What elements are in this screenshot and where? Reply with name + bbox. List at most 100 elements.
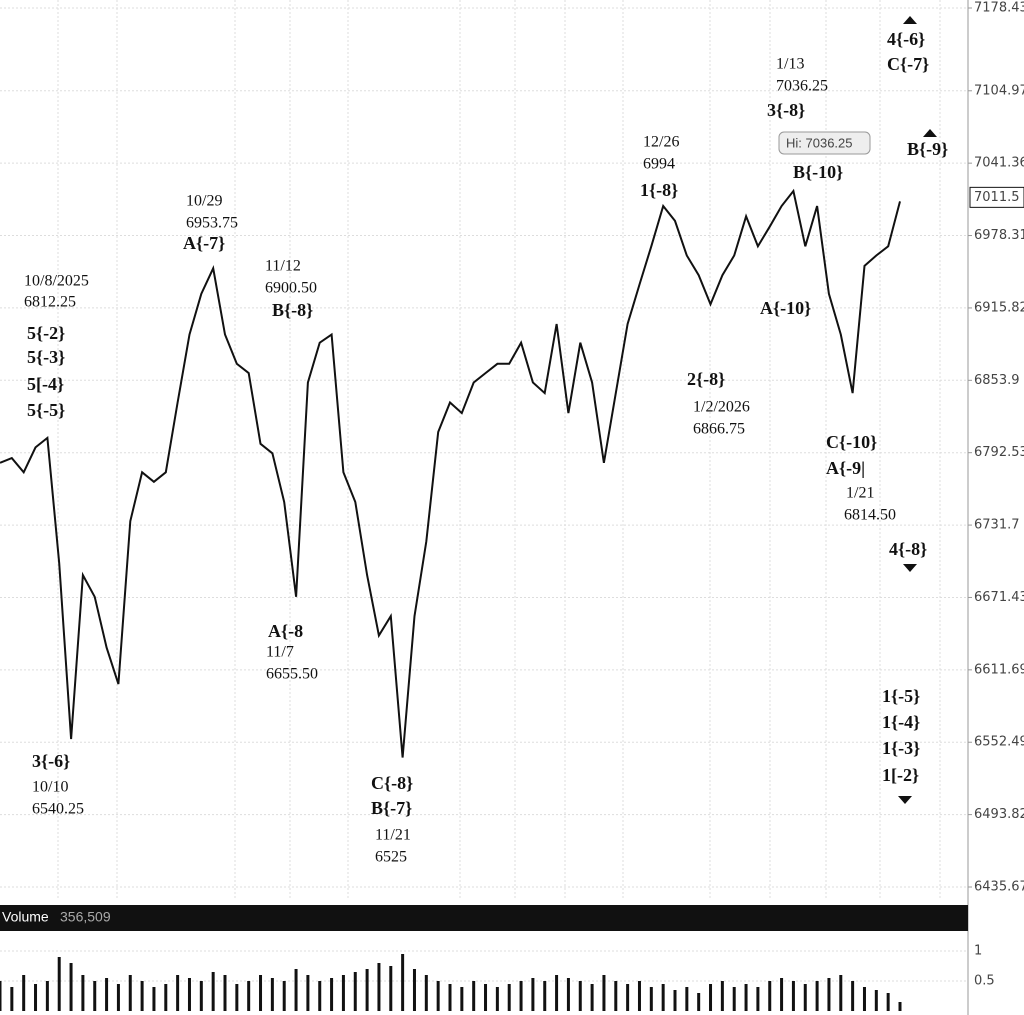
- volume-bar: [365, 969, 369, 1011]
- volume-bar: [93, 981, 97, 1011]
- annotation: 10/29: [186, 193, 222, 210]
- volume-bar: [827, 978, 831, 1011]
- annotation: 6900.50: [265, 280, 317, 297]
- arrows: [898, 16, 937, 804]
- high-label: Hi: 7036.25: [786, 135, 853, 150]
- volume-bar: [235, 984, 239, 1011]
- volume-bar: [862, 987, 866, 1011]
- volume-bar: [318, 981, 322, 1011]
- volume-bar: [555, 975, 559, 1011]
- volume-bar: [519, 981, 523, 1011]
- y-tick-label: 6435.67: [974, 880, 1024, 895]
- volume-header: [0, 905, 968, 931]
- volume-bar: [851, 981, 855, 1011]
- wave-label: B{-10}: [793, 162, 843, 182]
- volume-bar: [128, 975, 132, 1011]
- volume-bar: [531, 978, 535, 1011]
- y-tick-label: 6671.43: [974, 590, 1024, 605]
- volume-bar: [57, 957, 61, 1011]
- volume-bar: [720, 981, 724, 1011]
- volume-bar: [330, 978, 334, 1011]
- volume-bar: [602, 975, 606, 1011]
- volume-bar: [22, 975, 26, 1011]
- annotation: 6655.50: [266, 666, 318, 683]
- wave-label: 1[-2}: [882, 765, 919, 785]
- volume-bar: [626, 984, 630, 1011]
- wave-label: B{-8}: [272, 300, 313, 320]
- volume-bar: [116, 984, 120, 1011]
- annotation: 6525: [375, 849, 407, 866]
- y-tick-label: 6731.7: [974, 518, 1020, 533]
- volume-bar: [815, 981, 819, 1011]
- annotation: 10/10: [32, 779, 68, 796]
- wave-label: B{-9}: [907, 139, 948, 159]
- volume-bar: [709, 984, 713, 1011]
- annotation: 6814.50: [844, 507, 896, 524]
- annotation: 11/7: [266, 644, 294, 661]
- volume-bar: [768, 981, 772, 1011]
- wave-label: 1{-4}: [882, 712, 920, 732]
- volume-bar: [673, 990, 677, 1011]
- y-tick-label: 6915.82: [974, 300, 1024, 315]
- volume-bar: [247, 981, 251, 1011]
- y-tick-label: 6978.31: [974, 228, 1024, 243]
- wave-label: 1{-3}: [882, 738, 920, 758]
- volume-bar: [697, 993, 701, 1011]
- annotation: 10/8/2025: [24, 273, 89, 290]
- volume-bar: [874, 990, 878, 1011]
- volume-bar: [566, 978, 570, 1011]
- volume-bar: [282, 981, 286, 1011]
- wave-label: 5{-5}: [27, 400, 65, 420]
- volume-bar: [732, 987, 736, 1011]
- wave-label: 3{-8}: [767, 100, 805, 120]
- wave-label: 5{-3}: [27, 347, 65, 367]
- y-tick-label: 7178.43: [974, 1, 1024, 16]
- volume-bar: [401, 954, 405, 1011]
- volume-bar: [223, 975, 227, 1011]
- volume-bar: [543, 981, 547, 1011]
- annotation: 1/21: [846, 485, 874, 502]
- price-line: [0, 188, 901, 758]
- annotation: 6540.25: [32, 801, 84, 818]
- volume-bar: [637, 981, 641, 1011]
- volume-bar: [105, 978, 109, 1011]
- annotation: 6812.25: [24, 294, 76, 311]
- wave-label: 5{-2}: [27, 323, 65, 343]
- volume-tick-label: 0.5: [974, 974, 995, 989]
- volume-bar: [590, 984, 594, 1011]
- wave-label: 1{-8}: [640, 180, 678, 200]
- volume-tick-label: 1: [974, 944, 982, 959]
- annotation: 7036.25: [776, 78, 828, 95]
- volume-bar: [389, 966, 393, 1011]
- annotation: 11/12: [265, 258, 301, 275]
- volume-bar: [412, 969, 416, 1011]
- volume-bar: [424, 975, 428, 1011]
- v-grid: [57, 0, 941, 898]
- volume-bar: [614, 981, 618, 1011]
- wave-label: C{-10}: [826, 432, 877, 452]
- annotation: 1/2/2026: [693, 399, 750, 416]
- y-tick-label: 7041.36: [974, 156, 1024, 171]
- volume-last: 356,509: [60, 909, 111, 925]
- volume-bar: [448, 984, 452, 1011]
- volume-bar: [341, 975, 345, 1011]
- last-price-box: [969, 186, 1024, 208]
- volume-bar: [306, 975, 310, 1011]
- volume-bar: [649, 987, 653, 1011]
- wave-label: C{-7}: [887, 54, 929, 74]
- wave-label: B{-7}: [371, 798, 412, 818]
- annotation: 1/13: [776, 56, 804, 73]
- wave-label: A{-8: [268, 621, 303, 641]
- volume-bar: [34, 984, 38, 1011]
- volume-bar: [270, 978, 274, 1011]
- volume-bar: [495, 987, 499, 1011]
- volume-bar: [898, 1002, 902, 1011]
- y-tick-label: 6493.82: [974, 807, 1024, 822]
- wave-label: A{-9|: [826, 458, 865, 478]
- volume-bar: [10, 987, 14, 1011]
- volume-bar: [199, 981, 203, 1011]
- volume-bar: [803, 984, 807, 1011]
- volume-bar: [756, 987, 760, 1011]
- volume-bar: [187, 978, 191, 1011]
- volume-bar: [45, 981, 49, 1011]
